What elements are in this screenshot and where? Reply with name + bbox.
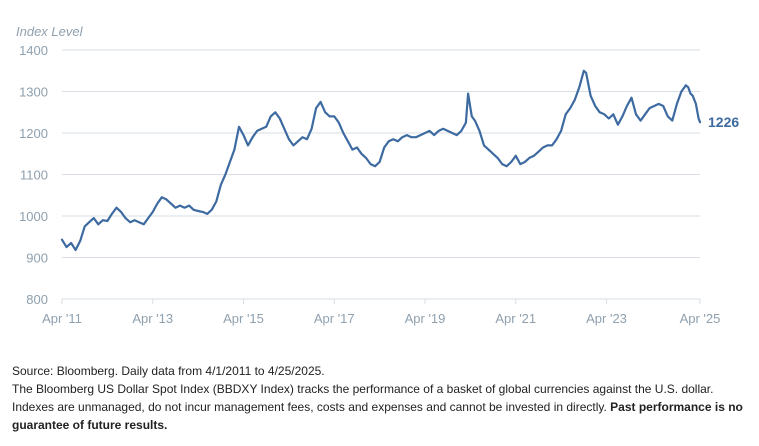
x-axis-ticks: Apr '11 Apr '13 Apr '15 Apr '17 Apr '19 Apr '… xyxy=(42,299,720,326)
y-tick-label: 1300 xyxy=(19,85,48,100)
y-tick-label: 900 xyxy=(26,251,48,266)
y-tick-label: 1400 xyxy=(19,43,48,58)
dollar-index-line-chart: Index Level 800 900 1000 1100 1200 1300 1400 A… xyxy=(16,24,739,326)
x-tick-label: Apr '21 xyxy=(495,311,536,326)
x-tick-label: Apr '15 xyxy=(223,311,264,326)
y-tick-label: 1200 xyxy=(19,126,48,141)
disclaimer: Indexes are unmanaged, do not incur mana… xyxy=(12,398,747,434)
x-tick-label: Apr '25 xyxy=(680,311,721,326)
x-tick-label: Apr '19 xyxy=(405,311,446,326)
y-tick-label: 800 xyxy=(26,292,48,307)
gridlines xyxy=(62,49,700,300)
index-description: The Bloomberg US Dollar Spot Index (BBDX… xyxy=(12,382,714,396)
y-axis-title: Index Level xyxy=(16,24,84,39)
x-tick-label: Apr '11 xyxy=(42,311,82,326)
y-axis-ticks: 800 900 1000 1100 1200 1300 1400 xyxy=(19,43,48,307)
disclaimer-text: Indexes are unmanaged, do not incur mana… xyxy=(12,400,611,414)
x-tick-label: Apr '17 xyxy=(314,311,355,326)
footer-notes: Source: Bloomberg. Daily data from 4/1/2… xyxy=(12,362,747,434)
performance-warning: Past performance is no guarantee of futu… xyxy=(12,400,743,432)
x-tick-label: Apr '23 xyxy=(586,311,627,326)
y-tick-label: 1000 xyxy=(19,209,48,224)
y-tick-label: 1100 xyxy=(20,168,48,183)
series-line xyxy=(60,69,702,252)
end-value-label: 1226 xyxy=(708,114,739,130)
x-tick-label: Apr '13 xyxy=(132,311,173,326)
source-note: Source: Bloomberg. Daily data from 4/1/2… xyxy=(12,364,325,378)
